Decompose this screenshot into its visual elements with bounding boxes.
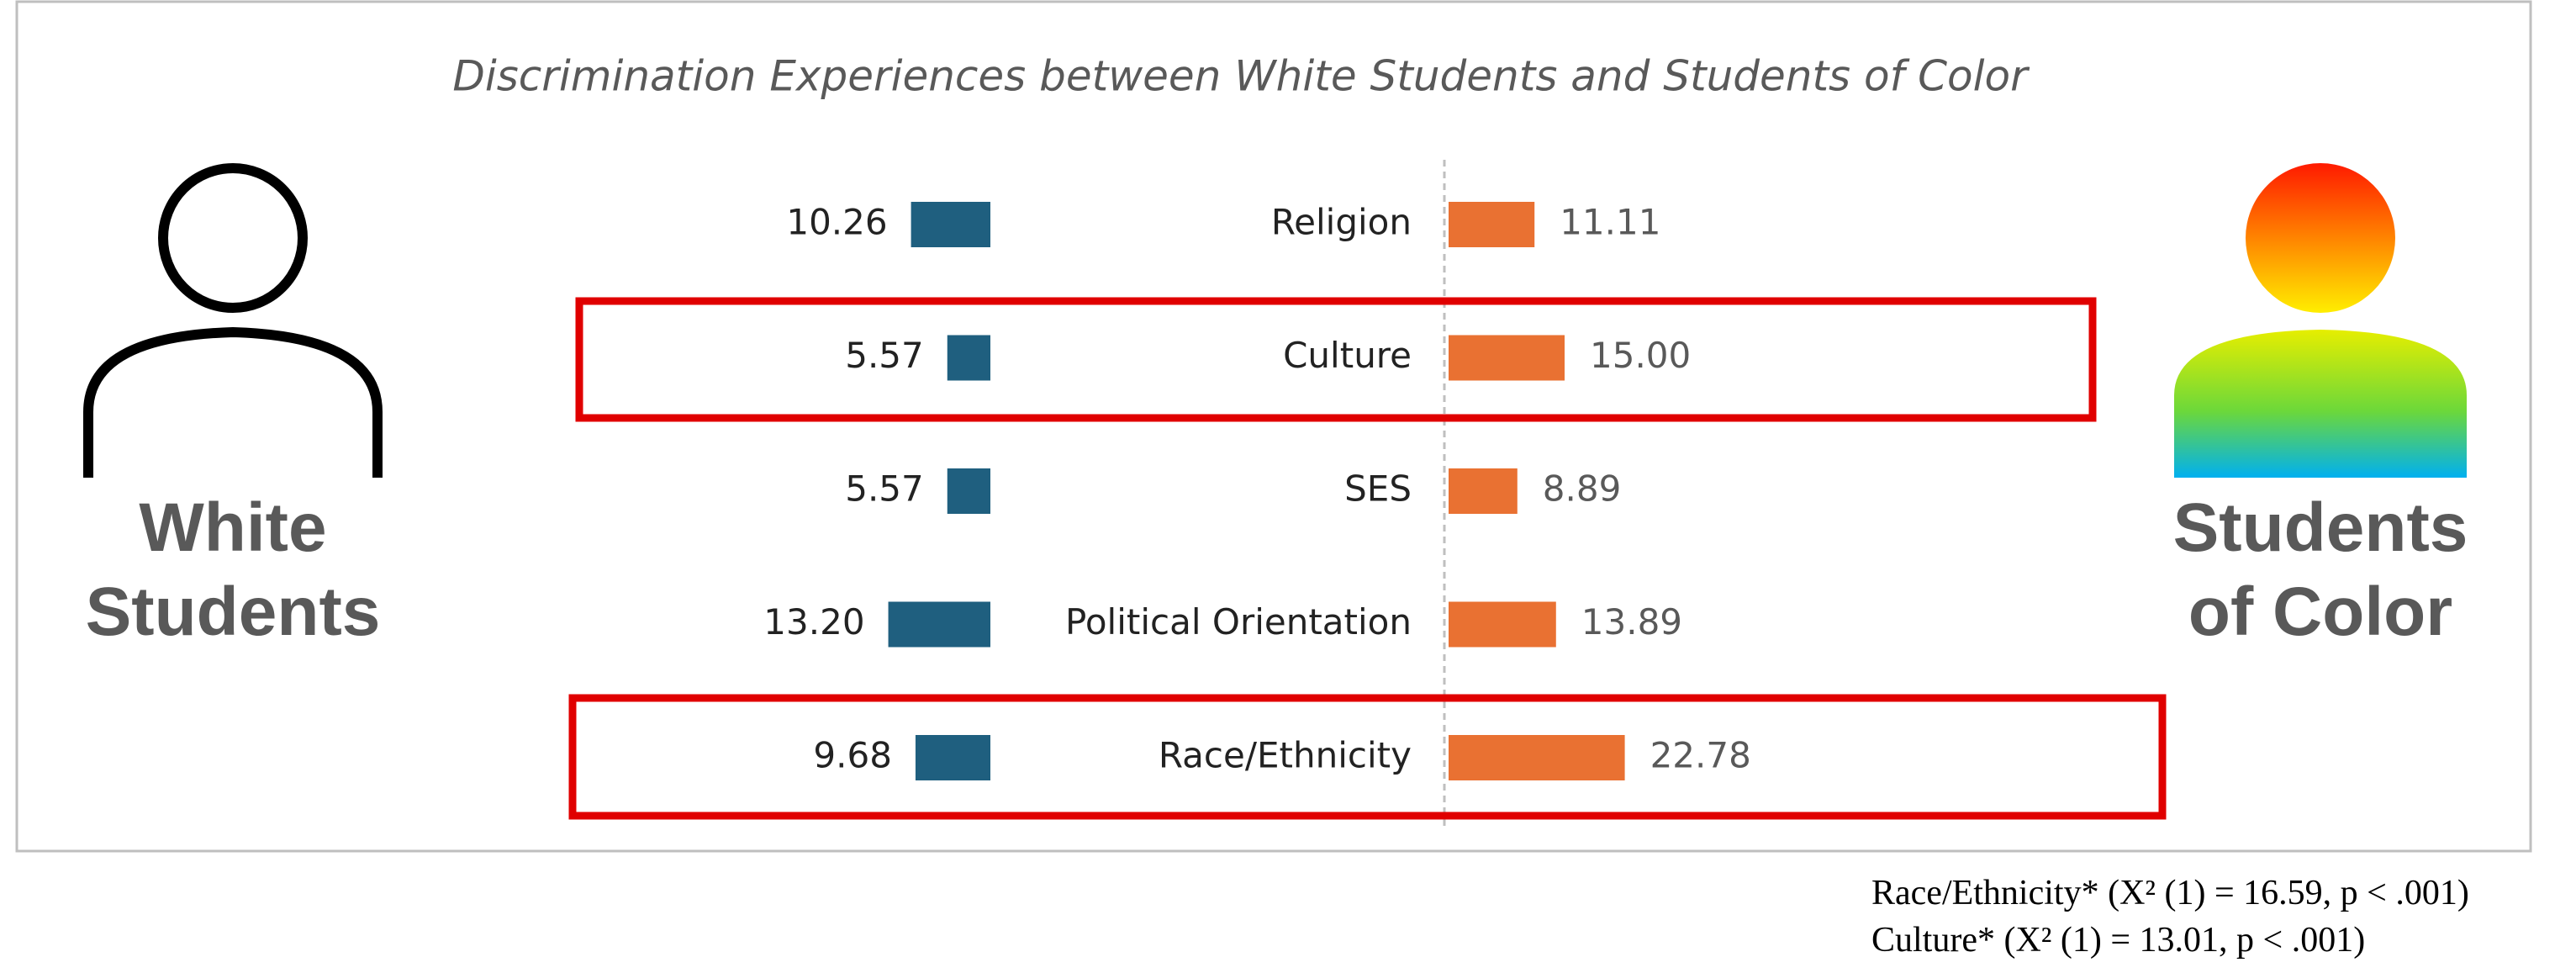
category-label: Race/Ethnicity	[1159, 735, 1412, 776]
frame	[15, 0, 2532, 853]
value-label: 13.20	[763, 601, 864, 642]
highlight-box	[575, 297, 2097, 422]
person-icon-head	[2246, 163, 2395, 313]
legend-label: Students of Color	[2172, 489, 2468, 650]
bar	[1449, 601, 1556, 648]
bar	[915, 735, 990, 780]
category-label: Religion	[1271, 202, 1412, 243]
bar	[888, 601, 990, 648]
chart-title: Discrimination Experiences between White…	[452, 52, 2030, 101]
person-icon-head	[158, 163, 308, 313]
bar	[947, 335, 990, 381]
chart: Discrimination Experiences between White…	[15, 0, 2532, 853]
value-label: 9.68	[813, 735, 892, 776]
value-label: 8.89	[1543, 468, 1622, 510]
legend-label: White Students	[85, 489, 381, 650]
bar	[1449, 335, 1565, 381]
category-label: SES	[1344, 468, 1412, 510]
bar	[1449, 468, 1518, 514]
category-label: Culture	[1283, 335, 1412, 376]
bar	[947, 468, 990, 514]
bar	[1449, 202, 1535, 247]
value-label: 5.57	[845, 335, 924, 376]
bar	[1449, 735, 1625, 780]
annotation: Race/Ethnicity* (X² (1) = 16.59, p < .00…	[1871, 874, 2469, 912]
value-label: 11.11	[1560, 202, 1660, 243]
bar	[911, 202, 990, 247]
value-label: 15.00	[1590, 335, 1691, 376]
value-label: 22.78	[1650, 735, 1751, 776]
value-label: 5.57	[845, 468, 924, 510]
annotation: Culture* (X² (1) = 13.01, p < .001)	[1871, 921, 2366, 960]
person-icon-body	[83, 326, 383, 478]
category-label: Political Orientation	[1065, 601, 1412, 642]
highlight-box	[568, 694, 2167, 820]
person-icon-body	[2174, 330, 2467, 478]
value-label: 10.26	[786, 202, 887, 243]
value-label: 13.89	[1581, 601, 1682, 642]
